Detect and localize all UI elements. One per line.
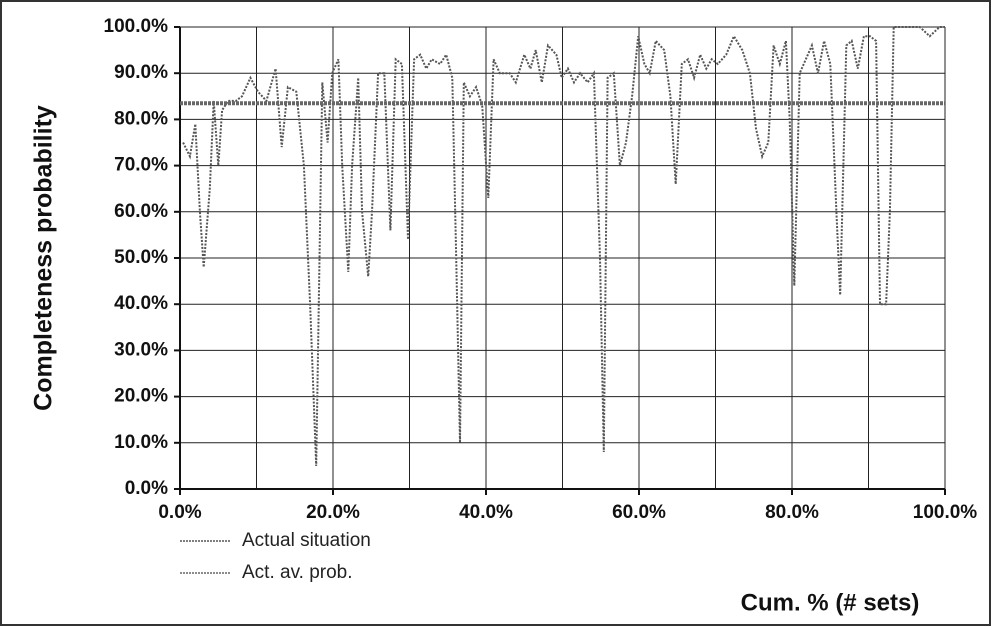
y-tick-label: 0.0% bbox=[125, 478, 168, 499]
y-tick-label: 70.0% bbox=[114, 155, 168, 176]
legend-label: Actual situation bbox=[242, 530, 371, 551]
legend-label: Act. av. prob. bbox=[242, 562, 353, 583]
y-tick-label: 20.0% bbox=[114, 386, 168, 407]
y-tick-label: 50.0% bbox=[114, 247, 168, 268]
y-tick-label: 60.0% bbox=[114, 201, 168, 222]
x-axis-label: Cum. % (# sets) bbox=[741, 589, 920, 616]
x-tick-label: 40.0% bbox=[459, 502, 513, 523]
x-tick-label: 100.0% bbox=[913, 502, 978, 523]
x-tick-label: 20.0% bbox=[306, 502, 360, 523]
y-axis-label: Completeness probability bbox=[30, 105, 58, 411]
y-tick-label: 80.0% bbox=[114, 108, 168, 129]
y-tick-label: 30.0% bbox=[114, 339, 168, 360]
y-tick-label: 10.0% bbox=[114, 432, 168, 453]
y-tick-label: 90.0% bbox=[114, 62, 168, 83]
y-tick-label: 40.0% bbox=[114, 293, 168, 314]
x-tick-label: 60.0% bbox=[612, 502, 666, 523]
x-tick-label: 0.0% bbox=[158, 502, 201, 523]
y-tick-label: 100.0% bbox=[104, 16, 169, 37]
x-tick-label: 80.0% bbox=[765, 502, 819, 523]
data-line bbox=[182, 26, 945, 466]
